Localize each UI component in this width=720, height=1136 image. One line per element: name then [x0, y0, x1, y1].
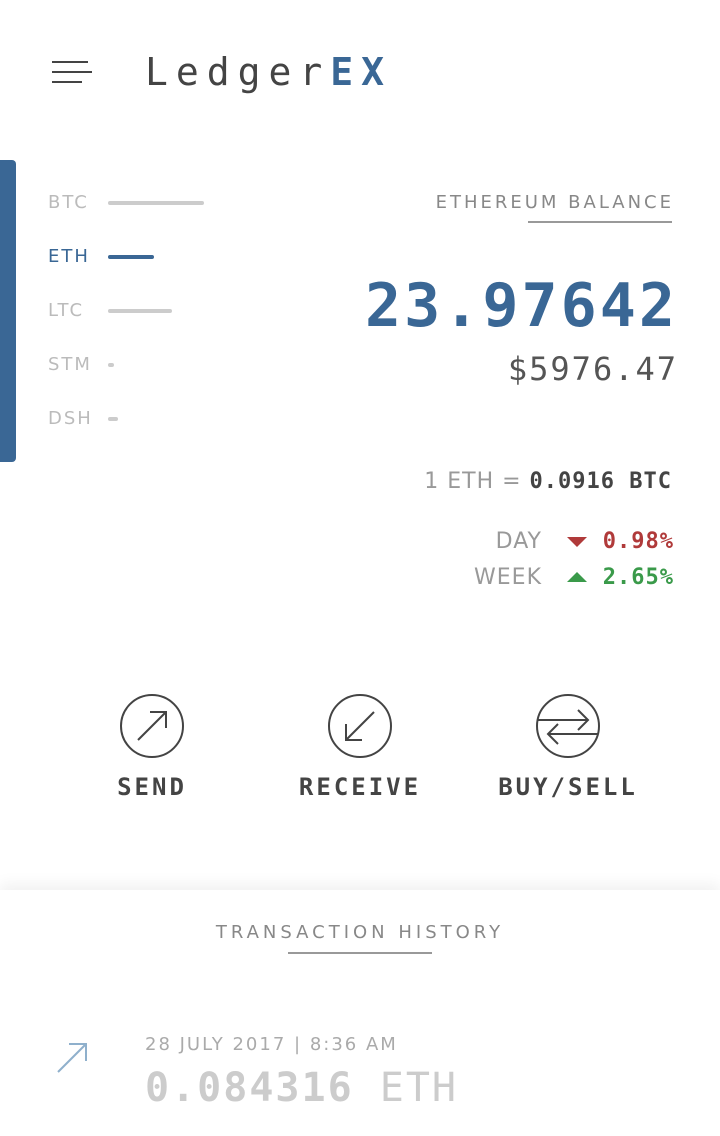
holding-bar — [108, 201, 204, 205]
history-panel — [0, 890, 720, 1136]
logo-accent: EX — [330, 50, 393, 94]
change-value: 0.98% — [602, 529, 674, 554]
history-title: TRANSACTION HISTORY — [215, 922, 505, 943]
underline — [288, 952, 432, 954]
holding-bar — [108, 417, 118, 421]
exchange-rate: 1 ETH = 0.0916 BTC — [424, 462, 672, 502]
sent-icon — [57, 1043, 87, 1073]
tx-amount: 0.084316 — [145, 1065, 354, 1111]
balance-label: ETHEREUM BALANCE — [435, 192, 674, 213]
action-label[interactable]: BUY/SELL — [498, 773, 638, 801]
currency-tab[interactable]: BTC — [48, 192, 89, 213]
logo: LedgerEX — [145, 47, 392, 97]
receive-icon[interactable] — [328, 694, 392, 758]
menu-button[interactable] — [50, 58, 94, 86]
currency-tab[interactable]: ETH — [48, 246, 90, 267]
logo-main: Ledger — [145, 50, 331, 94]
tx-unit: ETH — [379, 1065, 458, 1111]
transaction-amount: 0.084316 ETH — [145, 1063, 458, 1113]
action-icons — [120, 694, 600, 758]
up-arrow — [567, 572, 587, 582]
currency-tab[interactable]: DSH — [48, 408, 93, 429]
holding-bar — [108, 255, 154, 259]
selector-panel — [0, 160, 16, 462]
rate-value: 0.0916 BTC — [529, 469, 672, 494]
change-value: 2.65% — [602, 565, 674, 590]
holding-bar — [108, 363, 114, 367]
currency-tab[interactable]: STM — [48, 354, 92, 375]
balance-fiat: $5976.47 — [507, 350, 678, 388]
tx-separator: | — [294, 1034, 303, 1055]
tx-date: 28 JULY 2017 — [145, 1034, 287, 1055]
action-label[interactable]: SEND — [117, 773, 187, 801]
tx-time: 8:36 AM — [309, 1034, 398, 1055]
change-period: WEEK — [474, 565, 542, 590]
rate-label: 1 ETH = — [424, 469, 522, 494]
buy-sell-icon[interactable] — [536, 694, 600, 758]
balance-amount: 23.97642 — [365, 271, 678, 341]
down-arrow — [567, 537, 587, 547]
action-label[interactable]: RECEIVE — [298, 773, 422, 801]
holding-bar — [108, 309, 172, 313]
transaction-datetime: 28 JULY 2017 | 8:36 AM — [145, 1025, 398, 1065]
underline — [528, 221, 672, 223]
send-icon[interactable] — [120, 694, 184, 758]
change-period: DAY — [495, 529, 542, 554]
currency-tab[interactable]: LTC — [48, 300, 85, 321]
